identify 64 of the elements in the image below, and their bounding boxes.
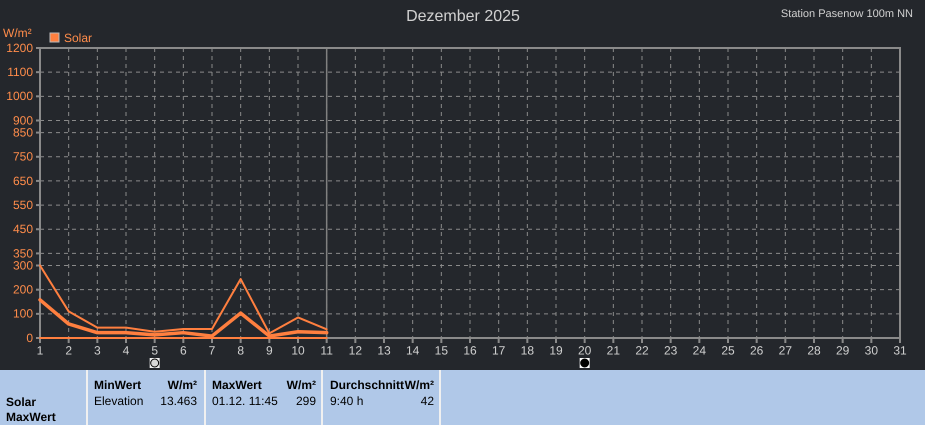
line-series	[39, 264, 328, 334]
text: W/m²	[168, 378, 197, 392]
text: W/m²	[286, 378, 316, 392]
y-tick-label: 750	[12, 150, 34, 164]
text: MaxWert	[212, 378, 262, 392]
y-tick-label: 300	[12, 258, 34, 272]
x-tick-label: 31	[893, 344, 907, 358]
y-tick-label: 850	[12, 125, 34, 140]
x-tick-label: 6	[180, 344, 187, 358]
x-tick-label: 3	[94, 344, 101, 358]
text: 9:40 h	[330, 394, 364, 408]
y-tick-label: 100	[12, 306, 34, 321]
x-tick-label: 14	[406, 344, 420, 358]
x-tick-label: 10	[291, 344, 305, 358]
x-tick-label: 30	[864, 344, 878, 358]
y-tick-label: 550	[12, 198, 34, 212]
x-tick-label: 15	[434, 344, 448, 358]
x-tick-label: 16	[463, 344, 477, 358]
text: 01.12. 11:45	[212, 394, 278, 408]
y-tick-label: 450	[12, 222, 34, 236]
text: 42	[420, 394, 434, 408]
x-tick-label: 19	[549, 344, 563, 358]
legend-label: Solar	[64, 31, 92, 45]
x-tick-label: 17	[492, 344, 506, 358]
y-tick-label: 1100	[7, 65, 34, 80]
x-tick-label: 11	[320, 344, 334, 358]
x-tick-label: 21	[606, 344, 620, 358]
x-tick-label: 27	[778, 344, 792, 358]
x-tick-label: 7	[208, 344, 216, 358]
x-tick-label: 23	[664, 344, 678, 358]
x-tick-label: 29	[836, 344, 850, 358]
x-tick-label: 1	[36, 344, 44, 358]
x-tick-label: 25	[721, 344, 735, 358]
text: Solar	[6, 395, 36, 409]
text: 13.463	[160, 394, 198, 408]
y-tick-label: 0	[26, 330, 34, 345]
x-tick-label: 26	[750, 344, 764, 358]
x-tick-label: 12	[348, 344, 362, 358]
x-tick-label: 5	[151, 344, 158, 358]
x-tick-label: 9	[266, 344, 273, 358]
chart-title: Dezember 2025	[406, 8, 520, 25]
text: Station Pasenow 100m NN	[780, 8, 914, 20]
x-tick-label: 2	[65, 344, 72, 358]
x-tick-label: 22	[635, 344, 649, 358]
x-tick-label: 8	[237, 344, 244, 358]
y-tick-label: 200	[12, 282, 34, 297]
x-tick-label: 18	[520, 344, 534, 358]
x-tick-label: 4	[122, 344, 130, 358]
x-tick-label: 20	[578, 344, 592, 358]
text: Durchschnitt	[330, 378, 404, 392]
text: MinWert	[94, 378, 142, 392]
x-tick-label: 28	[807, 344, 821, 358]
x-tick-label: 13	[377, 344, 391, 358]
y-axis-title: W/m²	[3, 26, 32, 40]
text: MaxWert	[6, 410, 56, 424]
text: W/m²	[404, 378, 434, 392]
y-tick-label: 1200	[6, 40, 34, 55]
y-tick-label: 350	[12, 246, 34, 260]
y-tick-label: 650	[12, 174, 34, 188]
y-tick-label: 1000	[6, 89, 34, 104]
text: Elevation	[94, 394, 144, 408]
y-tick-label: 900	[12, 113, 34, 128]
x-tick-label: 24	[692, 344, 706, 358]
text: 299	[296, 394, 316, 408]
